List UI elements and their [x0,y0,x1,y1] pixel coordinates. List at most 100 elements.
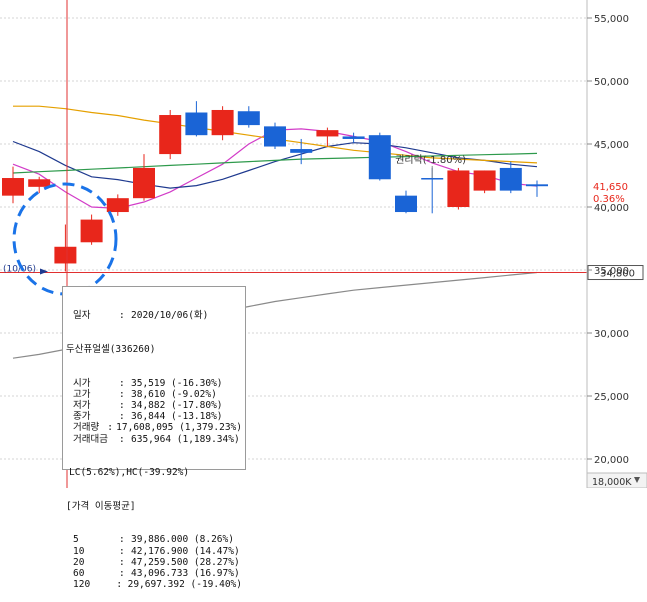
candle[interactable] [28,176,51,194]
separator: : [107,422,113,434]
crosshair-price-box [587,265,644,281]
candle-body [421,178,444,180]
tick-label: 20,000 [594,455,629,466]
separator: : [119,568,125,580]
candle-body [316,130,339,137]
tooltip-row-key: 종가 [73,411,91,423]
date-marker-label: (10/06) [3,265,36,275]
tooltip-ma-header: [가격 이동평균] [66,500,136,512]
candle-body [185,112,208,136]
candle[interactable] [211,106,234,141]
tooltip-ma-row-value: 43,096.733 (16.97%) [131,568,240,580]
price-axis: 55,000 50,000 45,000 40,000 35,000 30,000 25,0… [586,0,629,488]
tooltip-ma-row-key: 10 [73,545,85,557]
tooltip-ma-row: 10:42,176.900 (14.47%) [66,546,242,557]
candle-body [395,195,417,213]
candle-body [447,170,470,207]
separator: : [119,433,125,445]
candle[interactable] [2,166,24,204]
tooltip-ma-row-key: 120 [73,579,91,591]
last-price-label: 41,650 [593,182,628,193]
candle[interactable] [106,194,129,216]
tooltip-ma-rows: 5:39,886.000 (8.26%) 10:42,176.900 (14.47… [66,534,242,590]
tick-label: 25,000 [594,392,629,403]
tooltip-ma-row-value: 29,697.392 (-19.40%) [127,579,242,591]
tick-label: 35,000 [594,266,629,277]
tooltip-row-key: 시가 [73,377,91,389]
tooltip-row-value: 34,882 (-17.80%) [131,400,223,412]
bottom-axis-label: 18,000K [592,477,632,488]
candle[interactable] [264,122,286,150]
candle[interactable] [133,154,155,201]
tooltip-row-value: 17,608,095 (1,379.23%) [116,422,242,434]
candle[interactable] [368,132,391,181]
candle[interactable] [473,170,496,194]
candle-body [526,184,548,187]
tooltip-date-value: 2020/10/06(화) [131,310,209,322]
tooltip-row-key: 고가 [73,388,91,400]
ohlc-tooltip: 일자:2020/10/06(화) 두산퓨얼셀(336260) 시가:35,519… [62,286,246,590]
candle[interactable] [290,138,313,165]
tooltip-row-value: 38,610 (-9.02%) [131,388,217,400]
candle[interactable] [342,132,365,143]
tooltip-ma-row-value: 47,259.500 (28.27%) [131,556,240,568]
candle[interactable] [80,214,103,245]
candle[interactable] [447,167,470,210]
tooltip-ohlc-rows: 시가:35,519 (-16.30%) 고가:38,610 (-9.02%) 저가:… [66,378,242,445]
candle-body [133,167,155,199]
tooltip-row-value: 635,964 (1,189.34%) [131,433,240,445]
separator: : [119,411,125,423]
tick-label: 45,000 [594,140,629,151]
candle[interactable] [159,109,182,160]
candle-body [211,109,234,136]
candle-body [159,115,182,155]
tooltip-row: 고가:38,610 (-9.02%) [66,389,242,400]
separator: : [119,534,125,546]
tick-label: 50,000 [594,77,629,88]
candle-body [28,179,51,187]
tooltip-row-key: 거래량 [73,422,100,434]
candle-body [290,149,313,153]
candle-body [499,167,522,191]
tooltip-ma-row-value: 42,176.900 (14.47%) [131,545,240,557]
candle[interactable] [237,106,260,128]
separator: : [119,556,125,568]
candle-body [264,126,286,147]
candles[interactable] [2,101,548,272]
tooltip-ma-row-value: 39,886.000 (8.26%) [131,534,234,546]
tooltip-ma-row: 60:43,096.733 (16.97%) [66,568,242,579]
tooltip-row: 저가:34,882 (-17.80%) [66,400,242,411]
tooltip-ma-row: 20:47,259.500 (28.27%) [66,557,242,568]
tooltip-row: 거래량:17,608,095 (1,379.23%) [66,422,242,433]
candle[interactable] [54,224,77,272]
tooltip-row-key: 거래대금 [73,433,108,445]
tooltip-ma-row-key: 5 [73,534,79,546]
separator: : [119,545,125,557]
candle-body [2,178,24,196]
candle-body [106,198,129,213]
tick-label: 30,000 [594,329,629,340]
tooltip-row-value: 36,844 (-13.18%) [131,411,223,423]
candle-body [368,135,391,180]
candle[interactable] [185,101,208,137]
tooltip-row: 거래대금:635,964 (1,189.34%) [66,434,242,445]
candle[interactable] [526,180,548,197]
tooltip-row: 시가:35,519 (-16.30%) [66,378,242,389]
tooltip-stock-name: 두산퓨얼셀(336260) [66,344,156,356]
candle-body [237,111,260,126]
candle-body [342,136,365,139]
candle[interactable] [316,127,339,147]
candle[interactable] [499,161,522,194]
tick-label: 40,000 [594,203,629,214]
dropdown-arrow-icon[interactable] [634,477,640,483]
ma-line-60 [12,152,538,174]
candle-body [80,219,103,243]
ma-line-10 [12,140,538,189]
tooltip-ma-row-key: 20 [73,556,85,568]
tooltip-row-key: 저가 [73,400,91,412]
separator: : [119,388,125,400]
candle-body [54,246,77,264]
candle[interactable] [395,190,417,214]
separator: : [119,377,125,389]
separator: : [119,400,125,412]
